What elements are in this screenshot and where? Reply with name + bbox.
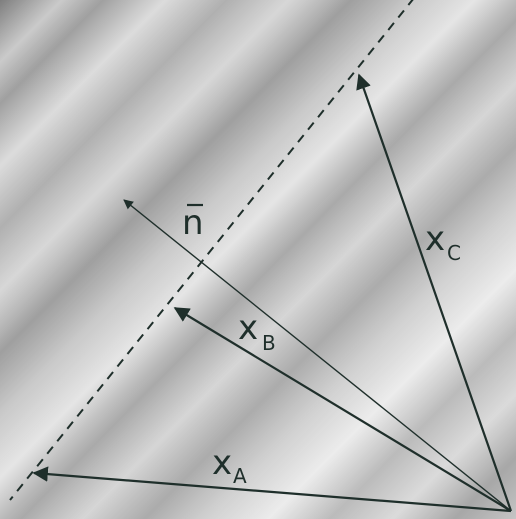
label-xA-main: x: [212, 443, 232, 483]
label-xA-subscript: A: [233, 464, 247, 488]
label-n-text: n: [182, 203, 204, 243]
label-n-vector: n: [182, 203, 204, 243]
label-xC-subscript: C: [447, 241, 461, 265]
label-xC-main: x: [425, 219, 445, 259]
label-xB-subscript: B: [262, 331, 276, 355]
label-xB-main: x: [238, 308, 258, 348]
